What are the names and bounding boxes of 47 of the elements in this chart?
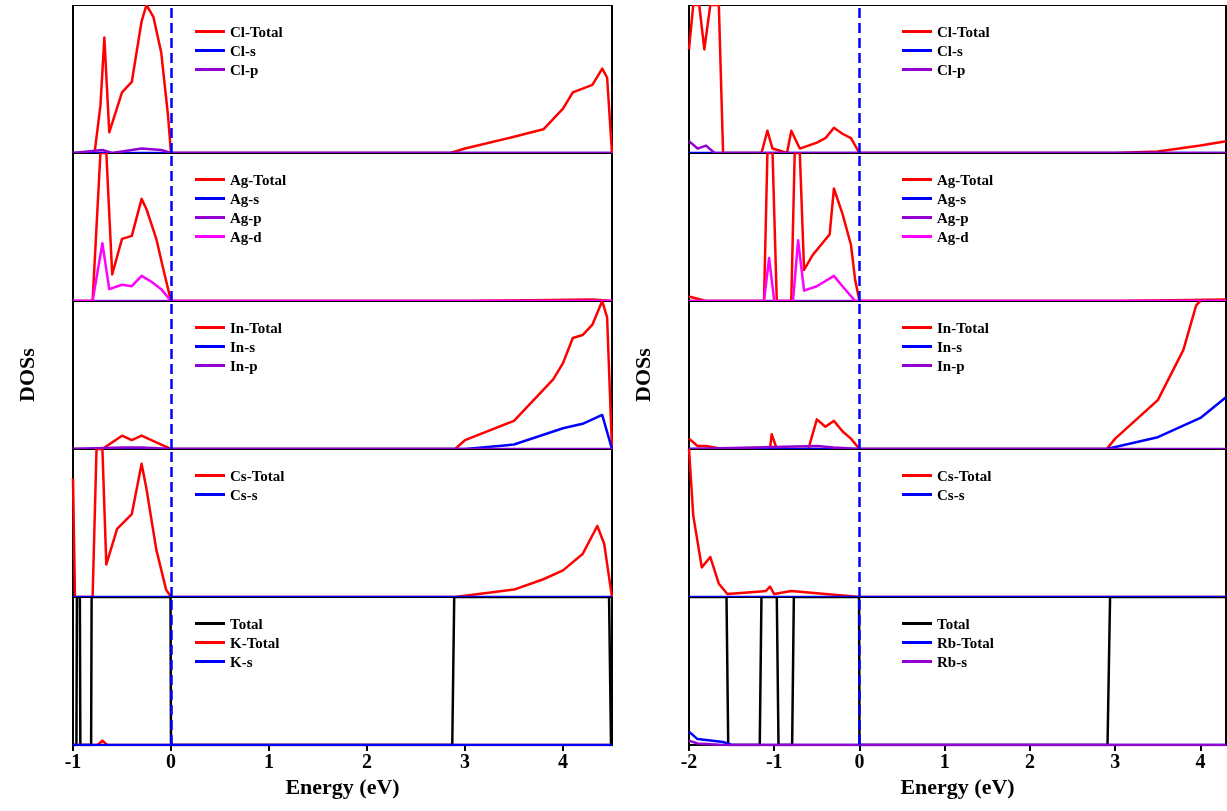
x-tick-label: -2: [680, 750, 698, 772]
legend-label: Ag-Total: [937, 171, 994, 188]
x-tick-label: -1: [64, 750, 82, 772]
legend-label: Ag-s: [230, 190, 260, 207]
legend-label: Cs-s: [937, 486, 965, 503]
legend-label: Cl-Total: [230, 23, 283, 40]
y-axis-title: DOSs: [13, 347, 39, 402]
x-tick-label: 2: [362, 750, 372, 772]
legend-label: Cs-s: [230, 486, 258, 503]
x-tick-label: 0: [854, 750, 865, 772]
legend-label: Total: [230, 615, 263, 632]
x-tick-label: 1: [264, 750, 274, 772]
legend-label: Cs-Total: [230, 467, 285, 484]
x-tick-label: 4: [1195, 750, 1206, 772]
x-axis-title: Energy (eV): [900, 774, 1015, 800]
legend-label: Ag-Total: [230, 171, 287, 188]
legend-label: In-Total: [230, 319, 282, 336]
legend-label: Total: [937, 615, 970, 632]
legend-label: Cs-Total: [937, 467, 992, 484]
legend-label: Cl-Total: [937, 23, 990, 40]
legend-label: Rb-Total: [937, 634, 994, 651]
legend-label: In-s: [230, 338, 256, 355]
legend-label: Cl-p: [230, 61, 259, 78]
legend-label: In-Total: [937, 319, 989, 336]
legend-label: Ag-s: [937, 190, 967, 207]
y-axis-title: DOSs: [629, 347, 655, 402]
legend-label: K-s: [230, 653, 253, 670]
x-tick-label: 1: [939, 750, 950, 772]
x-tick-label: 0: [166, 750, 176, 772]
legend-label: Ag-p: [230, 209, 262, 226]
x-tick-label: 4: [558, 750, 568, 772]
legend-label: In-s: [937, 338, 963, 355]
x-tick-label: -1: [765, 750, 783, 772]
x-tick-label: 3: [460, 750, 470, 772]
legend-label: In-p: [937, 357, 965, 374]
x-axis-title: Energy (eV): [285, 774, 400, 800]
legend-label: K-Total: [230, 634, 280, 651]
legend-label: Cl-s: [230, 42, 256, 59]
x-tick-label: 2: [1024, 750, 1035, 772]
legend-label: In-p: [230, 357, 258, 374]
legend-label: Cl-p: [937, 61, 966, 78]
legend-label: Ag-d: [937, 228, 970, 245]
legend-label: Ag-p: [937, 209, 969, 226]
legend-label: Cl-s: [937, 42, 963, 59]
legend-label: Rb-s: [937, 653, 968, 670]
x-tick-label: 3: [1110, 750, 1121, 772]
legend-label: Ag-d: [230, 228, 263, 245]
